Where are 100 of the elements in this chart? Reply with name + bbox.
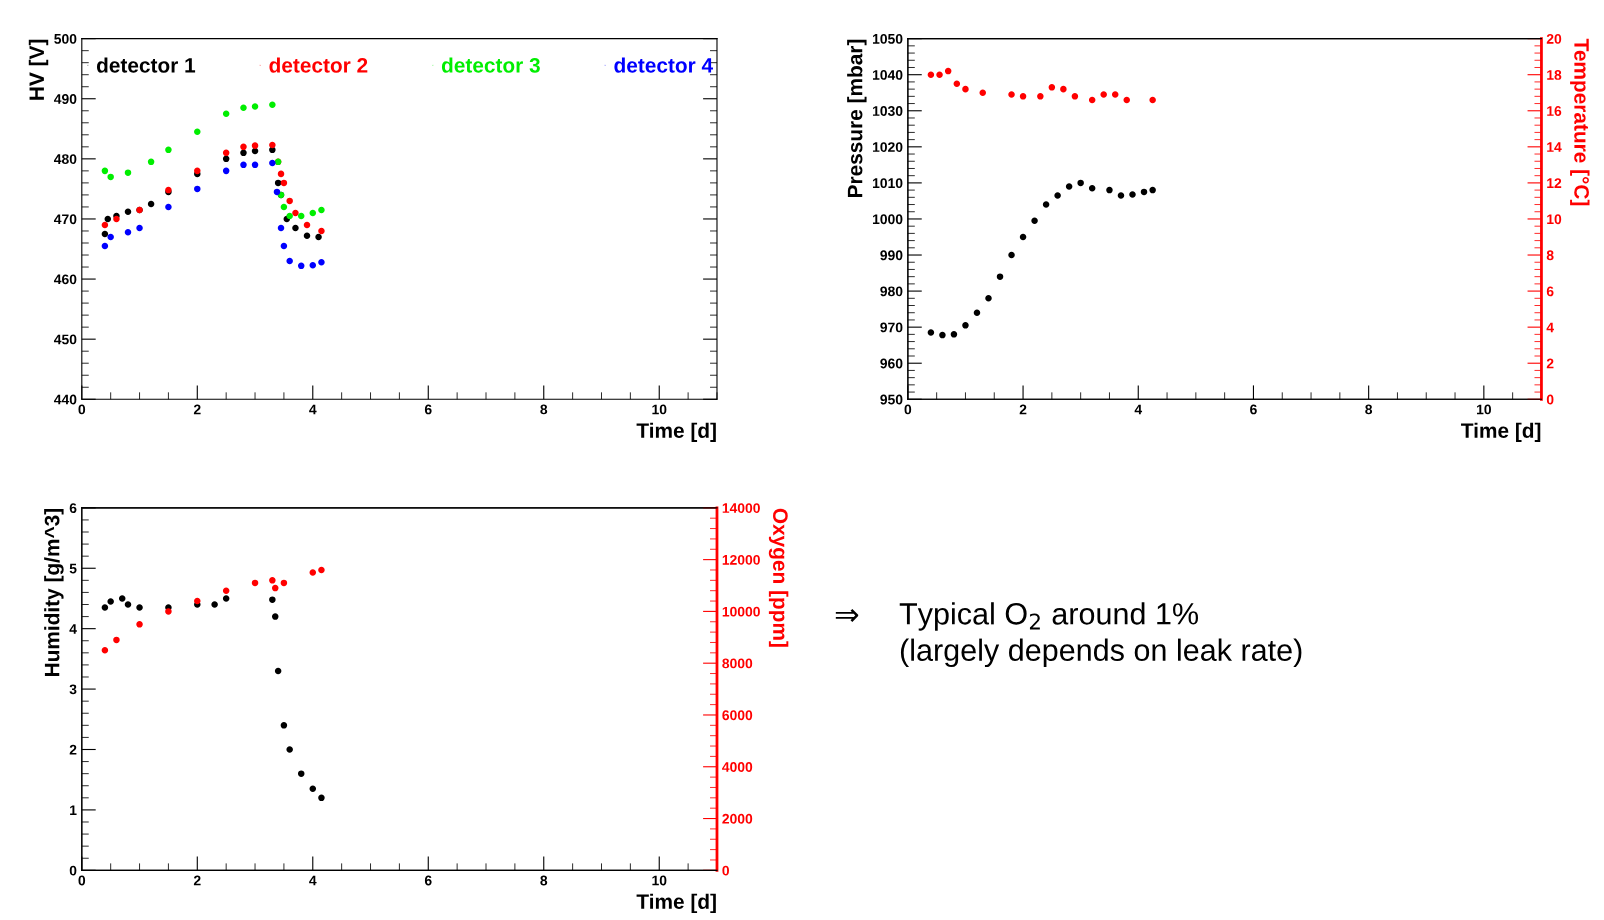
point	[1071, 93, 1079, 100]
point	[292, 224, 299, 232]
point	[1019, 93, 1027, 100]
x-tick-label: 4	[309, 404, 317, 415]
point	[318, 227, 325, 235]
point	[1042, 201, 1050, 208]
point	[318, 794, 325, 802]
point	[1100, 91, 1107, 98]
point	[1008, 251, 1015, 259]
point	[1065, 183, 1073, 190]
point	[1129, 191, 1136, 198]
y-tick-label: 1020	[872, 142, 903, 152]
y-tick-label: 500	[54, 33, 77, 44]
point	[147, 200, 155, 208]
point	[222, 587, 230, 594]
point	[927, 71, 935, 78]
y-tick-label: 990	[880, 250, 903, 261]
point	[104, 215, 112, 223]
y2-tick-label: 12000	[722, 554, 760, 565]
point	[944, 67, 952, 75]
point	[269, 159, 276, 167]
x-tick-label: 2	[193, 404, 201, 415]
point	[222, 110, 230, 118]
point	[1048, 84, 1056, 91]
point	[124, 169, 132, 176]
y2-tick-label: 12	[1547, 178, 1562, 188]
point	[1117, 192, 1125, 199]
x-tick-label: 6	[424, 875, 432, 886]
y2-tick-label: 14000	[722, 503, 760, 514]
point	[277, 170, 285, 178]
y2-tick-label: 0	[722, 865, 729, 876]
point	[962, 85, 969, 93]
point	[1031, 217, 1038, 225]
point	[953, 80, 961, 87]
y2-tick-label: 16	[1547, 106, 1562, 116]
y-tick-label: 4	[69, 624, 77, 634]
point	[118, 595, 126, 602]
y-tick-label: 460	[53, 274, 77, 285]
point	[101, 221, 109, 229]
point	[277, 224, 285, 232]
y-axis-title: Humidity [g/m^3]	[44, 509, 64, 677]
y2-tick-label: 4000	[722, 762, 753, 772]
point	[292, 209, 299, 217]
x-tick-label: 10	[652, 875, 667, 886]
point	[251, 161, 259, 169]
x-tick-label: 8	[540, 875, 548, 886]
point	[136, 621, 143, 628]
y-tick-label: 490	[53, 94, 77, 104]
point	[985, 295, 992, 302]
point	[309, 209, 317, 217]
point	[286, 257, 293, 265]
point	[222, 149, 230, 157]
point	[309, 261, 317, 269]
x-tick-label: 4	[1134, 404, 1143, 415]
point	[101, 604, 109, 611]
point	[286, 746, 293, 753]
point	[1054, 192, 1061, 199]
point	[251, 147, 259, 155]
y-tick-label: 480	[53, 154, 77, 165]
point	[973, 309, 981, 316]
point	[271, 584, 279, 592]
y2-tick-label: 8000	[722, 658, 753, 669]
point	[240, 149, 247, 157]
point	[251, 579, 259, 587]
y-tick-label: 1050	[872, 33, 903, 44]
text: ⇒	[835, 608, 859, 622]
point	[318, 206, 325, 214]
x-tick-label: 6	[424, 404, 432, 415]
point	[318, 258, 325, 266]
point	[269, 101, 276, 109]
y-axis-title: HV [V]	[28, 39, 49, 100]
point	[194, 128, 201, 136]
y-tick-label: 1030	[872, 106, 903, 116]
point	[1037, 93, 1044, 100]
point	[1111, 91, 1119, 98]
point	[280, 203, 288, 211]
point	[315, 233, 322, 241]
point	[194, 185, 201, 193]
point	[251, 142, 259, 149]
y2-tick-label: 20	[1546, 33, 1562, 44]
y-tick-label: 950	[880, 394, 903, 405]
point	[101, 646, 109, 654]
x-axis-title: Time [d]	[1461, 422, 1541, 443]
x-tick-label: 6	[1250, 404, 1257, 415]
point	[165, 146, 172, 154]
y-tick-label: 2	[69, 744, 77, 755]
y2-tick-label: 4	[1546, 322, 1554, 333]
point	[124, 208, 132, 215]
point	[240, 104, 247, 112]
y-tick-label: 1010	[872, 178, 903, 189]
y2-tick-label: 8	[1546, 250, 1554, 261]
point	[113, 636, 120, 644]
point	[303, 221, 311, 229]
point	[286, 197, 293, 205]
text: Typical O$_{2}$ around 1%	[899, 602, 1199, 631]
y2-axis-title: Temperature [°C]	[1570, 38, 1590, 206]
y-tick-label: 470	[53, 214, 77, 225]
point	[136, 224, 143, 232]
y-tick-label: 0	[69, 865, 77, 876]
y-tick-label: 5	[69, 563, 77, 574]
